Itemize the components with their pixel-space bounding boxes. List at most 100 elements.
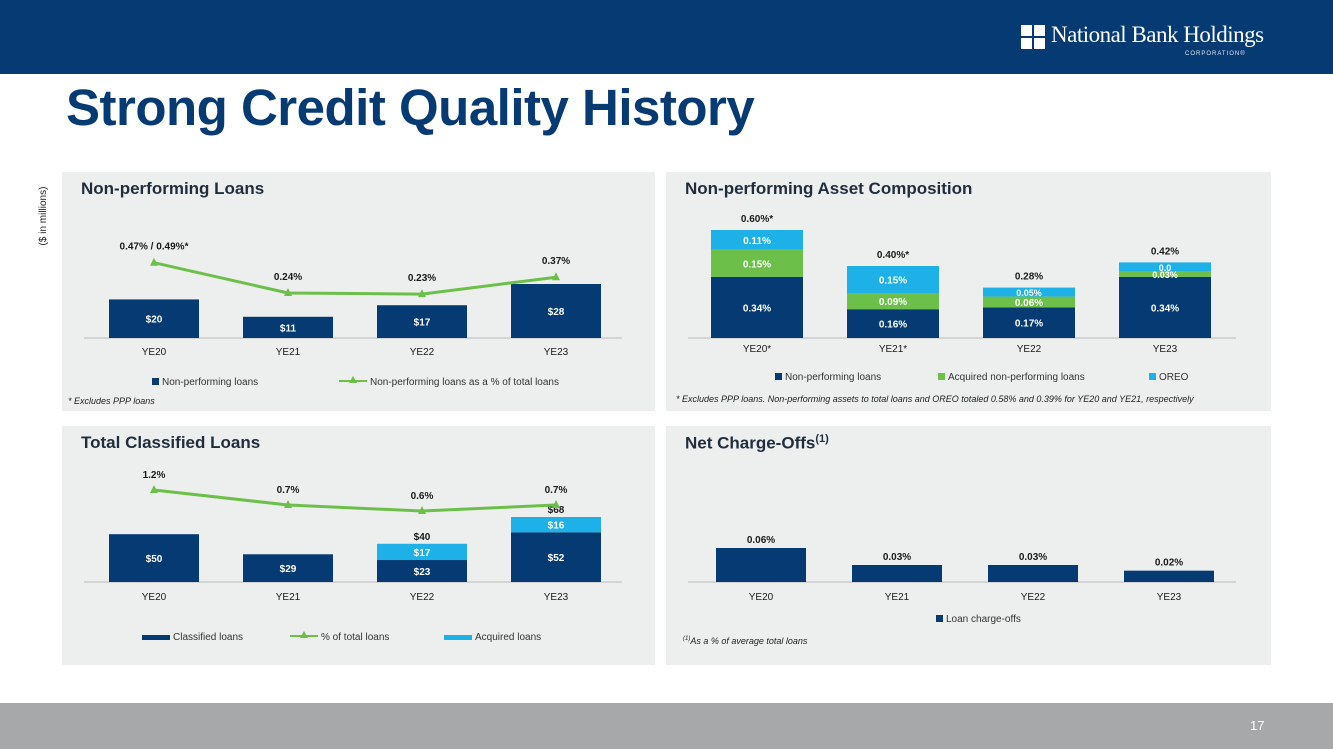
bar-segment-YE22 [983,287,1075,297]
line-marker [284,500,292,508]
bar-segment-YE21* [847,266,939,293]
footnote: * Excludes PPP loans. Non-performing ass… [676,394,1194,404]
bar-label: 0.06% [747,535,775,546]
bar-YE20 [109,299,199,338]
segment-label: 0.0 [1159,263,1172,273]
legend-item-acquired: Acquired non-performing loans [938,372,1085,383]
panel-title: Non-performing Loans [81,179,265,198]
line-data-label: 0.24% [274,272,302,283]
line-data-label: 0.7% [277,485,300,496]
legend-label: Loan charge-offs [946,614,1021,625]
bar-label: 0.03% [1019,552,1047,563]
x-tick-label: YE20 [142,592,167,603]
bar-classified-YE21 [243,554,333,582]
bar-YE22 [988,565,1078,582]
panel-title-text: Net Charge-Offs [685,433,816,453]
x-tick-label: YE21* [879,344,907,355]
panel-title: Net Charge-Offs(1) [685,433,829,454]
line-data-label: 0.47% / 0.49%* [120,242,189,253]
unit-note-text: ($ in millions) [38,186,49,246]
bar-label: $52 [548,553,565,564]
footnote: * Excludes PPP loans [68,396,155,406]
page-title: Strong Credit Quality History [66,79,755,136]
bar-segment-YE21* [847,309,939,338]
panel-title-sup: (1) [815,433,829,445]
x-tick-label: YE22 [1017,344,1042,355]
segment-label: 0.16% [879,320,907,331]
bar-label: $50 [146,554,163,565]
panel-title: Non-performing Asset Composition [685,179,973,198]
segment-label: 0.09% [879,297,907,308]
panel-net-charge-offs: Net Charge-Offs(1) 0.06% YE20 0.03% YE21 0.0… [666,426,1271,665]
x-tick-label: YE21 [276,347,301,358]
logo-squares-icon [1021,25,1045,49]
legend-item-pct: % of total loans [290,631,390,643]
line-data-label: 0.7% [545,485,568,496]
bar-label: 0.03% [883,552,911,563]
segment-label: 0.15% [743,259,771,270]
line-marker [284,287,292,296]
bar-classified-YE23 [511,532,601,582]
total-label: 0.28% [1015,272,1043,283]
x-tick-label: YE22 [1021,592,1046,603]
bar-label: $17 [414,548,431,559]
segment-label: 0.05% [1016,288,1042,298]
total-classified-loans-chart: $50 YE20 $29 YE21 $23 $17 $40 YE22 $52 $16 $68 YE23… [84,470,622,603]
bar-label: $17 [414,318,431,329]
bar-classified-YE22 [377,560,467,582]
line-data-label: 0.23% [408,273,436,284]
bar-label: $29 [280,564,297,575]
total-label: 0.60%* [741,214,773,225]
logo-name: National Bank Holdings [1051,22,1264,47]
line-data-label: 1.2% [143,470,166,481]
footnote-text: As a % of average total loans [690,636,808,646]
x-tick-label: YE20 [749,592,774,603]
bar-segment-YE20* [711,276,803,338]
x-tick-label: YE22 [410,347,435,358]
segment-label: 0.15% [879,276,907,287]
legend-item-bars: Loan charge-offs [936,614,1021,625]
total-label: 0.42% [1151,246,1179,257]
bar-label: $16 [548,521,565,532]
line-marker [150,257,158,266]
legend-label: Acquired loans [475,632,542,643]
panel-non-performing-loans: Non-performing Loans $20 YE20 $11 YE21 $17 YE… [62,172,655,411]
bar-YE23 [511,284,601,338]
legend-label: OREO [1159,372,1189,383]
bar-YE21 [852,565,942,582]
line-marker [552,272,560,281]
non-performing-loans-chart: $20 YE20 $11 YE21 $17 YE22 $28 YE23 0.47% / 0.49… [84,242,622,358]
panel-asset-composition: Non-performing Asset Composition 0.34% 0.… [666,172,1271,411]
line-marker [418,506,426,514]
bar-label: $20 [146,315,163,326]
x-tick-label: YE22 [410,592,435,603]
segment-label: 0.03% [1152,270,1178,280]
x-tick-label: YE21 [885,592,910,603]
bar-YE21 [243,316,333,338]
x-tick-label: YE20 [142,347,167,358]
x-tick-label: YE23 [1157,592,1182,603]
bar-label: $11 [280,323,297,334]
line-marker [418,289,426,298]
bar-segment-YE20* [711,249,803,277]
bar-acquired-YE23 [511,517,601,533]
bar-label: $28 [548,307,565,318]
legend-item-classified: Classified loans [142,632,243,643]
legend-label: Classified loans [173,632,244,643]
legend-item-oreo: OREO [1149,372,1188,383]
logo-subtitle: CORPORATION® [1185,51,1246,57]
bar-classified-YE20 [109,534,199,582]
legend-label: % of total loans [321,632,390,643]
x-tick-label: YE23 [544,347,569,358]
line-data-label: 0.37% [542,256,570,267]
segment-label: 0.06% [1015,298,1043,309]
bar-segment-YE21* [847,293,939,310]
line-data-label: 0.6% [411,491,434,502]
bar-YE22 [377,305,467,338]
total-label: 0.40%* [877,250,909,261]
bar-segment-YE20* [711,230,803,250]
panel-title: Total Classified Loans [81,433,261,452]
footnote: (1)As a % of average total loans [683,636,807,646]
legend-label: Non-performing loans [162,377,259,388]
total-label: $68 [548,505,565,516]
